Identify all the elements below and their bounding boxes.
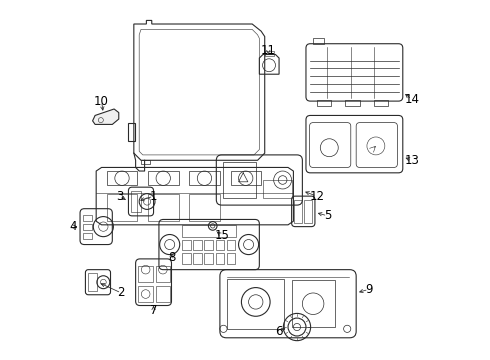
Text: 12: 12 xyxy=(309,190,324,203)
Bar xyxy=(190,171,220,185)
Bar xyxy=(204,240,213,250)
Bar xyxy=(204,253,213,264)
Bar xyxy=(227,253,235,264)
Bar xyxy=(227,240,235,250)
Bar xyxy=(265,51,274,56)
Text: 5: 5 xyxy=(324,210,331,222)
Text: 4: 4 xyxy=(69,220,76,233)
Text: 1: 1 xyxy=(150,190,157,203)
Bar xyxy=(83,215,92,221)
Text: 15: 15 xyxy=(214,229,229,242)
Text: 13: 13 xyxy=(404,154,419,167)
Bar xyxy=(182,240,191,250)
Bar xyxy=(194,253,202,264)
Bar xyxy=(304,200,312,223)
Text: 10: 10 xyxy=(94,95,109,108)
Bar xyxy=(194,240,202,250)
Bar xyxy=(227,279,285,329)
Bar xyxy=(182,225,236,237)
Bar xyxy=(374,100,389,107)
Bar xyxy=(83,224,92,230)
Bar xyxy=(216,240,224,250)
Bar xyxy=(317,100,331,107)
Text: 2: 2 xyxy=(118,287,125,300)
Bar xyxy=(182,253,191,264)
Bar xyxy=(156,286,170,302)
Bar xyxy=(128,123,135,140)
Bar xyxy=(190,194,220,221)
Text: 6: 6 xyxy=(275,325,283,338)
Bar xyxy=(88,273,97,291)
Bar xyxy=(292,280,335,327)
Bar xyxy=(313,39,324,44)
Bar xyxy=(83,233,92,239)
Bar xyxy=(131,191,141,212)
Bar xyxy=(263,180,292,198)
Text: 3: 3 xyxy=(116,190,123,203)
Bar xyxy=(148,194,179,221)
Bar xyxy=(345,100,360,107)
Polygon shape xyxy=(93,109,119,125)
Bar xyxy=(223,162,256,198)
Text: 11: 11 xyxy=(261,44,276,57)
Text: 9: 9 xyxy=(365,283,372,296)
Text: 7: 7 xyxy=(150,305,157,318)
Bar xyxy=(148,171,179,185)
Bar xyxy=(141,159,150,164)
Text: 14: 14 xyxy=(404,93,419,106)
Text: 8: 8 xyxy=(168,251,175,264)
Bar xyxy=(294,200,302,223)
Bar xyxy=(139,266,153,282)
Bar xyxy=(216,253,224,264)
Bar xyxy=(139,286,153,302)
Bar xyxy=(107,171,137,185)
Bar xyxy=(231,171,261,185)
Bar xyxy=(107,194,137,221)
Bar xyxy=(156,266,170,282)
